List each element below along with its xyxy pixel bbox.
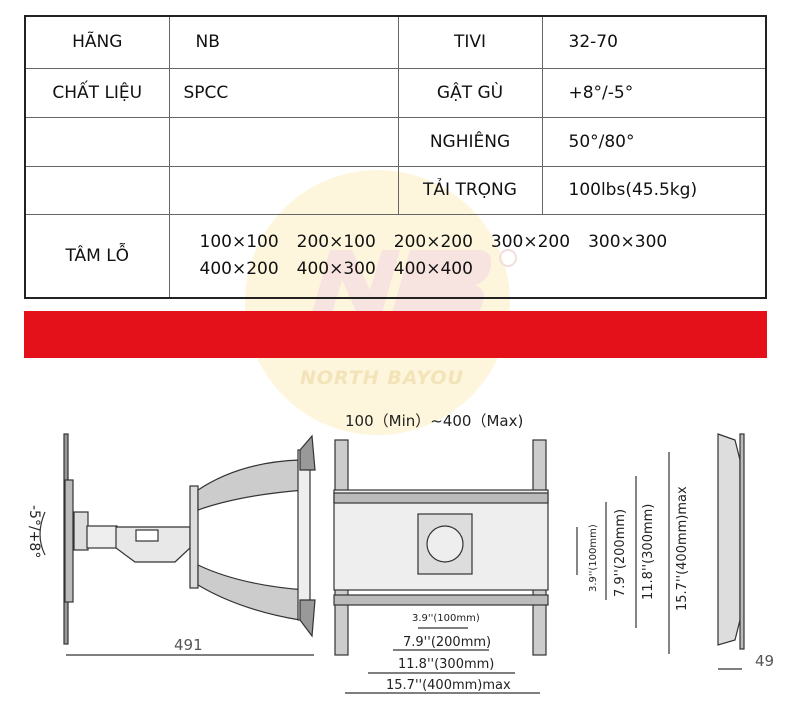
tilt-value: +8°/-5° (541, 67, 767, 118)
vesa-label: TÂM LỖ (24, 213, 170, 299)
vesa-value: 400×200 (199, 258, 279, 279)
vesa-range-title: 100（Min）~400（Max) (345, 412, 524, 430)
vesa-value: 400×400 (393, 258, 473, 279)
side-view-arm (39, 433, 316, 656)
v-dim-400: 15.7''(400mm)max (675, 486, 690, 611)
h-dim-200: 7.9''(200mm) (403, 635, 492, 650)
spec-table: HÃNG NB TIVI 32-70 CHẤT LIỆU SPCC GẬT GÙ +8°/-… (24, 15, 767, 299)
profile-view (717, 433, 745, 670)
vesa-value: 100×100 (199, 231, 279, 252)
h-dim-100: 3.9''(100mm) (412, 613, 480, 624)
red-divider-bar (24, 311, 767, 358)
watermark-name: NORTH BAYOU (300, 367, 464, 389)
profile-depth-label: 49 (755, 652, 775, 670)
h-dim-300: 11.8''(300mm) (398, 657, 495, 672)
tilt-range-label: -5°/+8° (26, 505, 42, 559)
v-dim-200: 7.9''(200mm) (613, 508, 628, 597)
vesa-value: 300×200 (490, 231, 571, 252)
material-value: SPCC (168, 67, 399, 118)
empty-cell (168, 116, 399, 167)
vesa-value: 300×300 (588, 231, 668, 252)
v-dim-300: 11.8''(300mm) (641, 503, 656, 600)
empty-cell (24, 165, 170, 215)
material-label: CHẤT LIỆU (24, 67, 170, 118)
depth-label: 491 (174, 636, 203, 654)
vesa-value: 200×100 (296, 231, 376, 252)
vesa-value: 200×200 (393, 231, 473, 252)
swivel-value: 50°/80° (541, 116, 767, 167)
tv-label: TIVI (397, 15, 543, 69)
vesa-value: 400×300 (296, 258, 376, 279)
tv-value: 32-70 (541, 15, 767, 69)
v-dim-100: 3.9''(100mm) (588, 524, 599, 592)
vesa-plate (333, 439, 670, 694)
h-dim-400: 15.7''(400mm)max (386, 678, 511, 693)
vesa-values: 100×100 200×100 200×200 300×200 300×300 400×… (168, 213, 767, 299)
